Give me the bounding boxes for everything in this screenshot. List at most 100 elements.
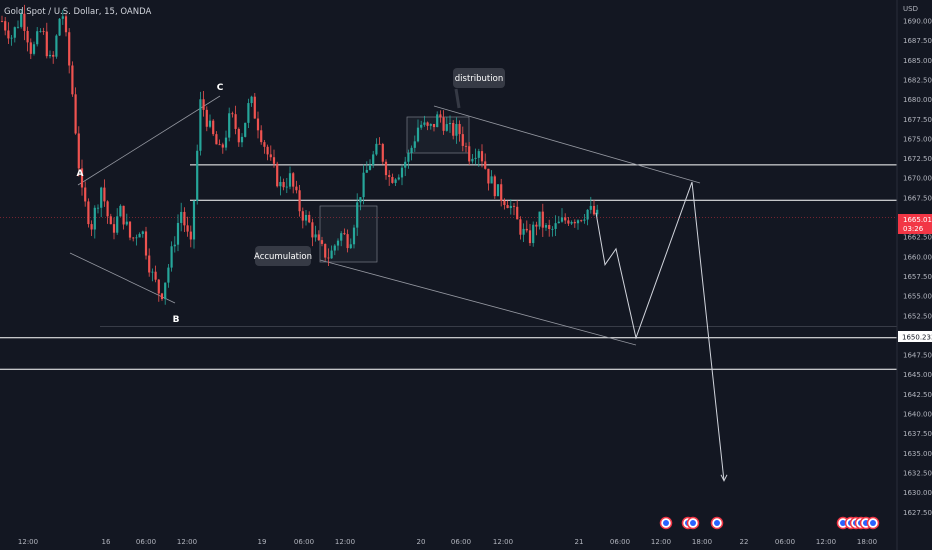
candle-body bbox=[343, 233, 346, 235]
candle-body bbox=[458, 124, 461, 135]
candle-body bbox=[340, 233, 343, 241]
candle-body bbox=[61, 16, 64, 19]
candle-body bbox=[586, 209, 589, 220]
candle-body bbox=[247, 103, 250, 123]
event-flag-icon[interactable] bbox=[659, 516, 673, 530]
candle-body bbox=[183, 211, 186, 226]
candle-body bbox=[272, 157, 276, 164]
candle-body bbox=[477, 151, 480, 158]
point-label-c: C bbox=[217, 83, 224, 93]
candle-body bbox=[413, 141, 416, 148]
candle-body bbox=[112, 224, 116, 233]
x-tick-label: 06:00 bbox=[610, 538, 630, 546]
projection-arrowhead bbox=[720, 474, 728, 482]
candle-body bbox=[84, 187, 87, 202]
candle-body bbox=[55, 35, 58, 57]
price-axis[interactable]: USD bbox=[896, 0, 918, 550]
y-tick-label: 1642.500 bbox=[903, 391, 932, 399]
candle-body bbox=[500, 184, 503, 201]
candle-body bbox=[74, 94, 77, 134]
candle-body bbox=[26, 30, 29, 43]
x-tick-label: 18:00 bbox=[857, 538, 877, 546]
candle-body bbox=[205, 109, 208, 127]
candle-body bbox=[592, 205, 596, 215]
candle-body bbox=[327, 257, 330, 259]
candle-body bbox=[487, 168, 490, 184]
distribution-callout[interactable] bbox=[453, 68, 505, 88]
x-tick-label: 12:00 bbox=[18, 538, 38, 546]
candle-body bbox=[218, 144, 221, 146]
candle-body bbox=[48, 54, 52, 57]
y-tick-label: 1632.500 bbox=[903, 469, 932, 477]
candle-body bbox=[157, 279, 160, 294]
event-flag-icon[interactable] bbox=[710, 516, 724, 530]
candle-body bbox=[221, 144, 224, 148]
x-tick-label: 06:00 bbox=[775, 538, 795, 546]
candle-body bbox=[512, 205, 516, 207]
candle-body bbox=[292, 173, 295, 187]
candle-body bbox=[148, 255, 151, 273]
x-tick-label: 16 bbox=[102, 538, 111, 546]
candle-body bbox=[301, 211, 304, 221]
x-tick-label: 19 bbox=[258, 538, 267, 546]
y-tick-label: 1687.500 bbox=[903, 37, 932, 45]
level-price-tag: 1650.233 bbox=[898, 331, 932, 342]
candle-body bbox=[154, 271, 157, 280]
candle-body bbox=[468, 146, 471, 162]
candle-body bbox=[269, 154, 272, 158]
candle-body bbox=[564, 217, 567, 221]
accumulation-callout[interactable] bbox=[255, 246, 311, 266]
candle-body bbox=[45, 31, 48, 57]
candle-body bbox=[263, 142, 266, 147]
candle-body bbox=[13, 27, 16, 38]
event-flag-icon[interactable] bbox=[866, 516, 880, 530]
projection-path bbox=[595, 181, 725, 481]
time-axis[interactable]: 12:00 16 06:00 12:00 19 06:00 12:00 20 06:00 12:0… bbox=[18, 538, 877, 546]
candle-body bbox=[522, 228, 525, 235]
candle-body bbox=[384, 161, 388, 176]
x-tick-label: 18:00 bbox=[692, 538, 712, 546]
candle-body bbox=[519, 219, 522, 235]
candle-body bbox=[356, 202, 359, 228]
candle-body bbox=[554, 223, 557, 229]
candle-body bbox=[58, 18, 61, 36]
candle-body bbox=[122, 205, 125, 225]
event-flag-icon[interactable] bbox=[686, 516, 700, 530]
x-tick-label: 12:00 bbox=[177, 538, 197, 546]
candle-body bbox=[589, 205, 592, 210]
level-price-value: 1650.233 bbox=[902, 334, 932, 342]
candle-body bbox=[100, 187, 103, 208]
candle-body bbox=[324, 243, 327, 258]
candle-body bbox=[199, 99, 202, 151]
candle-body bbox=[266, 146, 269, 155]
candle-body bbox=[493, 176, 496, 197]
candle-body bbox=[365, 169, 368, 173]
candle-body bbox=[288, 173, 292, 187]
candle-body bbox=[77, 133, 80, 169]
y-tick-label: 1655.000 bbox=[903, 293, 932, 301]
candle-body bbox=[471, 158, 474, 162]
y-tick-label: 1685.000 bbox=[903, 57, 932, 65]
candle-body bbox=[109, 216, 112, 225]
candle-body bbox=[119, 205, 122, 217]
distribution-label: distribution bbox=[455, 74, 503, 84]
candle-body bbox=[180, 211, 183, 223]
candle-body bbox=[560, 217, 564, 222]
candle-body bbox=[496, 184, 500, 197]
candle-body bbox=[141, 231, 144, 234]
candle-body bbox=[212, 120, 215, 135]
y-tick-label: 1667.500 bbox=[903, 194, 932, 202]
candle-body bbox=[276, 163, 279, 187]
candle-body bbox=[90, 224, 93, 230]
candle-body bbox=[253, 96, 256, 119]
candle-body bbox=[202, 99, 205, 110]
candle-body bbox=[548, 225, 551, 230]
candle-body bbox=[196, 150, 199, 201]
candle-body bbox=[583, 219, 586, 221]
y-tick-label: 1657.500 bbox=[903, 273, 932, 281]
candle-body bbox=[256, 118, 260, 131]
y-tick-label: 1660.000 bbox=[903, 253, 932, 261]
chart-title: Gold Spot / U.S. Dollar, 15, OANDA bbox=[4, 7, 151, 17]
trend-line bbox=[69, 252, 176, 304]
